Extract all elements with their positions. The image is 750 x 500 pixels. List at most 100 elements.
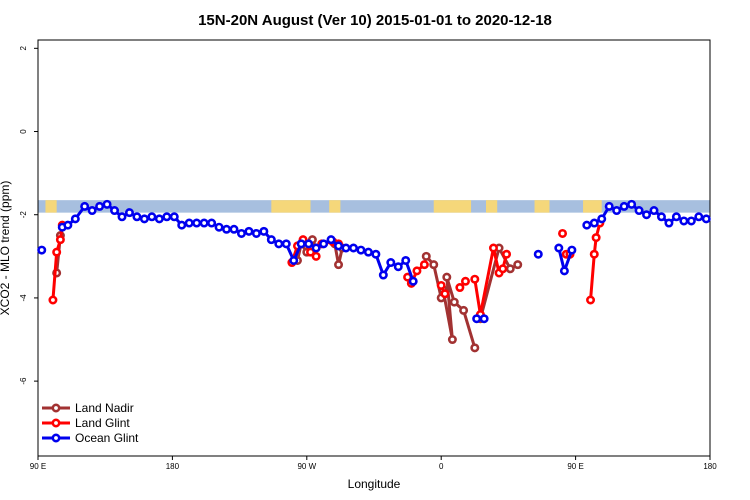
ocean-glint-point [393, 262, 403, 272]
land-glint-point [440, 289, 450, 299]
y-tick-label: -6 [19, 377, 28, 385]
land-glint-point [52, 247, 62, 257]
chart-title: 15N-20N August (Ver 10) 2015-01-01 to 20… [198, 12, 552, 29]
land-nadir-point [334, 260, 344, 270]
ocean-glint-point [582, 220, 592, 230]
ocean-glint-point [408, 276, 418, 286]
land-glint-line [589, 222, 602, 301]
ocean-glint-point [154, 214, 164, 224]
land-band-segment [45, 200, 57, 213]
ocean-glint-point [619, 201, 629, 211]
ocean-glint-point [334, 241, 344, 251]
series-ocean-glint [37, 199, 711, 324]
land-glint-point [586, 295, 596, 305]
ocean-glint-point [701, 214, 711, 224]
ocean-glint-point [533, 249, 543, 259]
land-band-segment [271, 200, 311, 213]
land-band-segment [433, 200, 472, 213]
ocean-glint-point [378, 270, 388, 280]
land-glint-point [589, 249, 599, 259]
ocean-glint-point [642, 210, 652, 220]
land-nadir-point [421, 251, 431, 261]
y-tick-label: 2 [19, 46, 28, 51]
land-nadir-point [429, 260, 439, 270]
x-tick-label: 180 [166, 462, 180, 471]
land-glint-point [498, 264, 508, 274]
ocean-glint-point [162, 212, 172, 222]
ocean-glint-point [236, 228, 246, 238]
ocean-glint-point [244, 226, 254, 236]
land-glint-point [412, 266, 422, 276]
ocean-glint-point [177, 220, 187, 230]
ocean-glint-point [664, 218, 674, 228]
ocean-glint-point [589, 218, 599, 228]
ocean-glint-point [649, 206, 659, 216]
land-glint-point [470, 274, 480, 284]
y-tick-label: -4 [19, 294, 28, 302]
ocean-glint-point [296, 239, 306, 249]
land-glint-point [488, 243, 498, 253]
ocean-glint-point [207, 218, 217, 228]
ocean-glint-point [671, 212, 681, 222]
ocean-glint-point [401, 255, 411, 265]
ocean-glint-point [627, 199, 637, 209]
ocean-glint-point [694, 212, 704, 222]
ocean-glint-point [597, 214, 607, 224]
ocean-glint-point [311, 243, 321, 253]
x-tick-label: 0 [439, 462, 444, 471]
ocean-glint-point [479, 314, 489, 324]
ocean-glint-point [656, 212, 666, 222]
ocean-glint-point [37, 245, 47, 255]
ocean-glint-point [95, 201, 105, 211]
ocean-glint-point [341, 243, 351, 253]
ocean-glint-point [199, 218, 209, 228]
land-glint-point [558, 228, 568, 238]
ocean-glint-point [612, 206, 622, 216]
ocean-glint-point [117, 212, 127, 222]
series-land-glint [48, 218, 605, 320]
land-band-segment [583, 200, 602, 213]
ocean-glint-point [124, 208, 134, 218]
land-glint-point [311, 251, 321, 261]
ocean-glint-point [326, 235, 336, 245]
ocean-glint-point [559, 266, 569, 276]
legend-marker-ocean-glint [51, 433, 61, 443]
land-glint-point [48, 295, 58, 305]
ocean-glint-point [348, 243, 358, 253]
ocean-glint-point [80, 201, 90, 211]
ocean-glint-point [102, 199, 112, 209]
ocean-glint-point [363, 247, 373, 257]
land-glint-point [436, 280, 446, 290]
ocean-glint-point [192, 218, 202, 228]
ocean-glint-point [63, 220, 73, 230]
ocean-glint-point [281, 239, 291, 249]
ocean-glint-point [214, 222, 224, 232]
series-land-nadir [52, 231, 523, 353]
ocean-glint-point [70, 214, 80, 224]
land-nadir-point [513, 260, 523, 270]
y-tick-label: 0 [19, 129, 28, 134]
ocean-glint-point [634, 206, 644, 216]
plot-frame [37, 39, 711, 457]
y-axis-label: XCO2 - MLO trend (ppm) [0, 181, 12, 316]
ocean-glint-point [289, 255, 299, 265]
land-band-segment [534, 200, 550, 213]
ocean-glint-line [61, 202, 415, 282]
land-glint-point [419, 260, 429, 270]
x-tick-label: 90 E [30, 462, 46, 471]
ocean-glint-point [222, 224, 232, 234]
x-tick-label: 90 E [567, 462, 583, 471]
ocean-glint-point [472, 314, 482, 324]
legend-label-land-glint: Land Glint [75, 416, 130, 430]
ocean-glint-point [386, 258, 396, 268]
land-nadir-point [459, 305, 469, 315]
land-mask-band [38, 200, 710, 213]
ocean-glint-point [132, 212, 142, 222]
ocean-glint-point [251, 228, 261, 238]
land-glint-point [55, 235, 65, 245]
ocean-glint-point [110, 206, 120, 216]
x-axis-label: Longitude [348, 477, 401, 491]
land-glint-line [51, 224, 64, 301]
x-axis: 90 E 180 90 W 0 90 E 180 [30, 456, 717, 471]
